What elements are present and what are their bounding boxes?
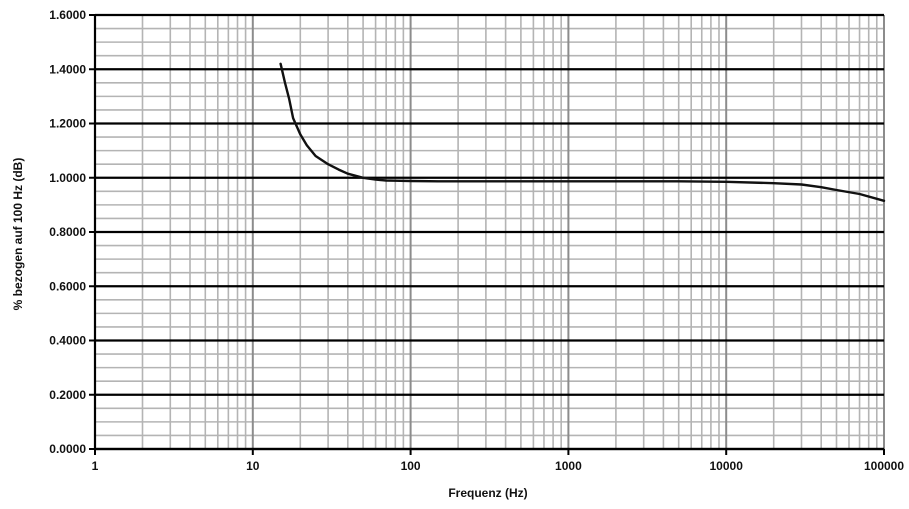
x-axis-title: Frequenz (Hz) bbox=[448, 486, 527, 500]
minor-grid bbox=[95, 15, 884, 449]
y-tick-label: 0.8000 bbox=[49, 225, 86, 239]
y-tick-label: 0.4000 bbox=[49, 334, 86, 348]
x-tick-label: 100000 bbox=[864, 459, 904, 473]
series-layer bbox=[279, 62, 886, 203]
y-tick-label: 0.6000 bbox=[49, 279, 86, 293]
y-axis-ticks: 0.0000 0.2000 0.4000 0.6000 0.8000 1.0000 1.20… bbox=[49, 8, 95, 456]
x-axis-ticks: 1 10 100 1000 10000 100000 bbox=[92, 449, 904, 473]
x-tick-label: 1 bbox=[92, 459, 99, 473]
y-tick-label: 0.0000 bbox=[49, 442, 86, 456]
x-tick-label: 10 bbox=[246, 459, 260, 473]
y-tick-label: 0.2000 bbox=[49, 388, 86, 402]
y-tick-label: 1.0000 bbox=[49, 171, 86, 185]
y-axis-title: % bezogen auf 100 Hz (dB) bbox=[11, 158, 25, 311]
y-tick-label: 1.2000 bbox=[49, 117, 86, 131]
x-tick-label: 1000 bbox=[555, 459, 582, 473]
major-grid bbox=[93, 13, 885, 451]
x-tick-label: 100 bbox=[401, 459, 421, 473]
x-tick-label: 10000 bbox=[710, 459, 744, 473]
y-tick-label: 1.6000 bbox=[49, 8, 86, 22]
y-tick-label: 1.4000 bbox=[49, 62, 86, 76]
series-line-0 bbox=[279, 62, 886, 203]
